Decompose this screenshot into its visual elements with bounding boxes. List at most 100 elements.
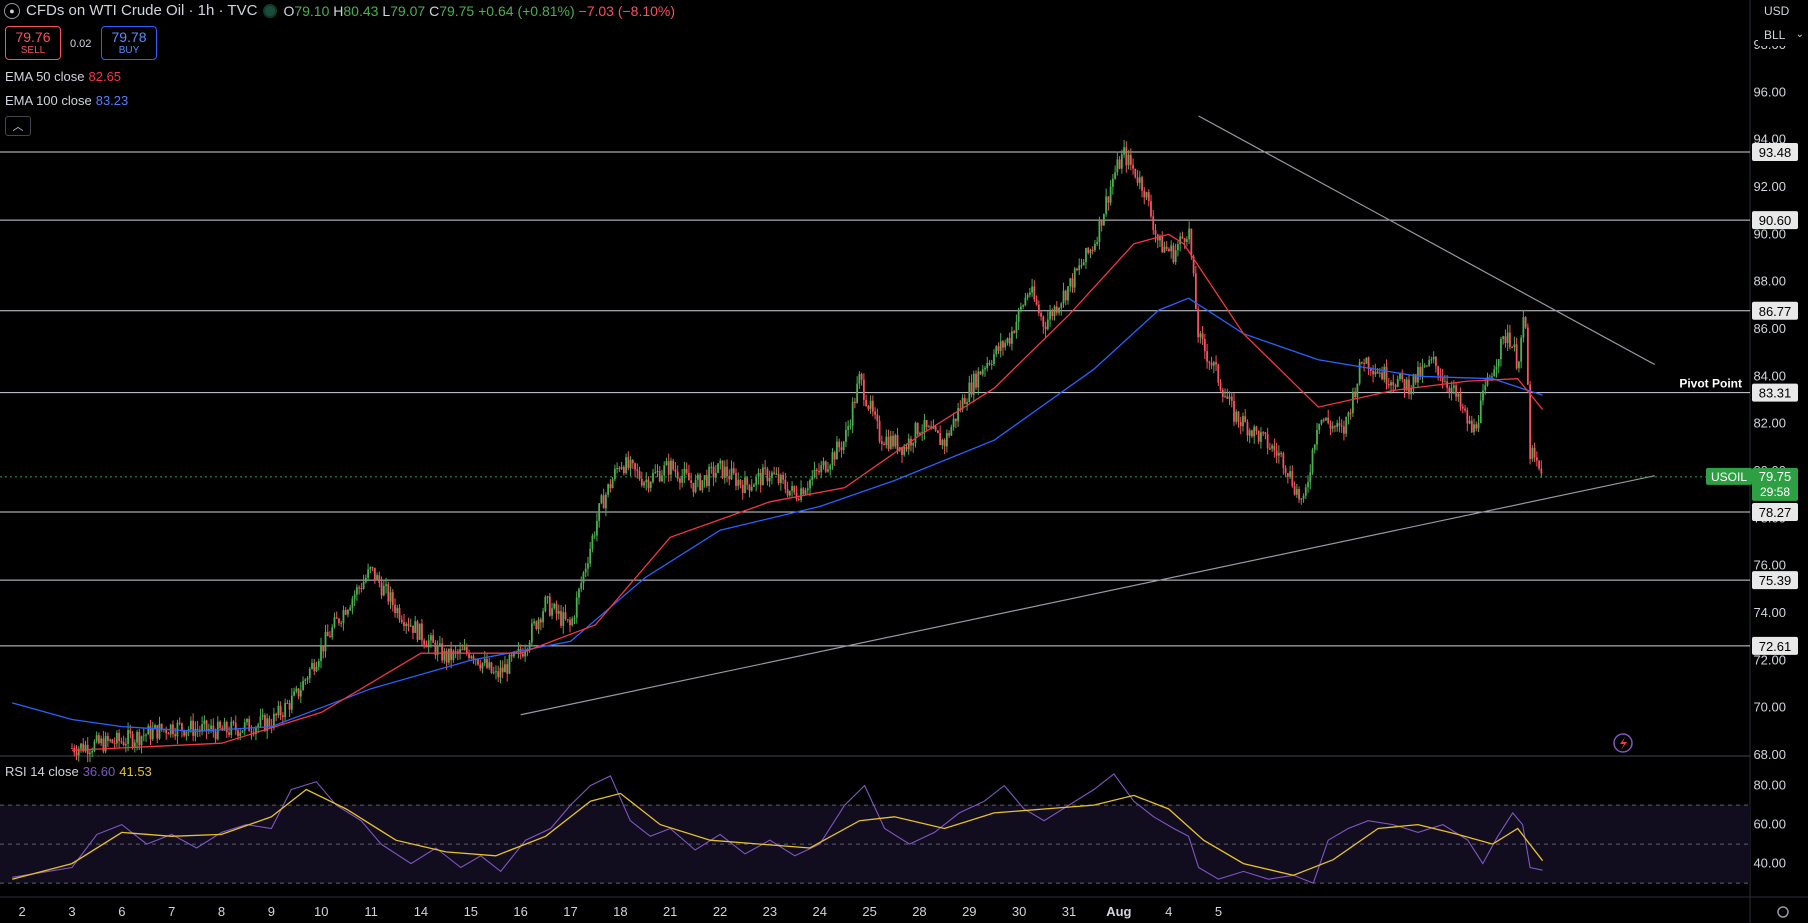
candle-body [649,482,652,488]
rsi-value: 36.60 [82,764,116,779]
candle-body [546,596,549,598]
chart-legend-header: ● CFDs on WTI Crude Oil · 1h · TVC O79.1… [4,2,675,19]
candle-body [580,583,583,589]
candle-body [721,460,724,478]
candle-body [315,666,318,672]
candle-body [945,433,948,447]
candle-body [638,471,641,479]
candle-body [1363,363,1366,365]
time-tick-label: 6 [118,904,125,919]
candle-body [1215,362,1217,365]
candle-body [1004,342,1007,348]
level-price-tag [1752,211,1798,230]
candle-body [423,640,426,645]
time-tick-label: 17 [563,904,577,919]
currency-value: USD [1764,4,1790,18]
candle-body [1159,236,1161,241]
candle-body [1338,423,1341,426]
candle-body [820,465,823,473]
candle-body [528,642,531,650]
chevron-up-icon: ︿ [12,121,24,133]
unit-select[interactable]: BLL ⌄ [1758,24,1808,46]
candle-body [1298,489,1300,500]
candle-body [1320,419,1323,424]
ema50-legend[interactable]: EMA 50 close 82.65 [5,69,121,84]
candle-body [266,718,269,731]
candle-body [1419,367,1422,377]
candle-body [340,622,343,624]
symbol-title[interactable]: CFDs on WTI Crude Oil · 1h · TVC [26,2,258,19]
candle-body [674,469,677,472]
candle-body [566,619,569,621]
candle-body [1522,317,1525,338]
candle-body [773,472,776,474]
candle-body [957,408,959,422]
candle-body [140,736,143,746]
candle-body [436,645,439,656]
candle-body [1006,338,1009,343]
candle-body [313,662,316,672]
candle-body [1183,238,1186,242]
candle-body [1383,366,1386,380]
candle-body [797,499,800,501]
buy-button[interactable]: 79.78 BUY [101,26,157,60]
ema100-legend[interactable]: EMA 100 close 83.23 [5,93,128,108]
candle-body [1235,411,1238,422]
candle-body [1385,366,1388,385]
candle-body [1197,309,1200,338]
candle-body [335,617,338,619]
candle-body [1408,379,1410,395]
candle-body [185,731,188,736]
candle-body [1327,417,1330,424]
ema50-value: 82.65 [88,69,122,84]
candle-body [726,466,728,477]
candle-body [1461,406,1464,409]
candle-body [1067,286,1069,301]
candle-body [582,572,585,584]
candle-body [968,382,971,402]
candle-body [609,484,612,488]
candle-body [1098,219,1101,242]
candle-body [1336,423,1339,427]
candle-body [587,563,589,569]
collapse-legend-button[interactable]: ︿ [5,116,31,136]
candle-body [1044,326,1047,330]
candle-body [1228,396,1231,399]
candle-body [1170,245,1173,252]
event-lightning-icon [1613,733,1633,753]
candle-body [865,399,868,406]
candle-body [1423,365,1426,367]
price-tick-label: 84.00 [1753,368,1786,383]
candle-body [364,577,367,582]
candle-body [394,604,396,613]
rsi-legend[interactable]: RSI 14 close 36.60 41.53 [5,764,152,779]
sell-button[interactable]: 79.76 SELL [5,26,61,60]
candle-body [1277,452,1280,456]
candle-body [93,741,96,751]
candle-body [1470,420,1473,433]
currency-select[interactable]: USD [1758,0,1808,22]
candle-body [1147,192,1150,202]
candle-body [194,728,197,736]
candle-body [122,741,125,746]
candle-body [124,744,127,746]
candle-body [1322,419,1325,421]
time-tick-label: 4 [1165,904,1172,919]
candle-body [250,731,253,733]
candle-body [113,743,116,745]
candle-body [1233,400,1235,422]
candle-body [896,435,899,451]
candle-body [1111,178,1114,187]
candle-body [133,742,136,747]
candle-body [71,747,73,749]
time-tick-label: 31 [1062,904,1076,919]
candle-body [1094,243,1096,251]
candle-body [1412,374,1415,389]
candle-body [443,650,446,661]
candle-body [214,731,217,740]
candle-body [1125,147,1128,166]
candle-body [732,468,735,474]
candle-body [416,621,419,640]
candle-body [696,474,699,480]
